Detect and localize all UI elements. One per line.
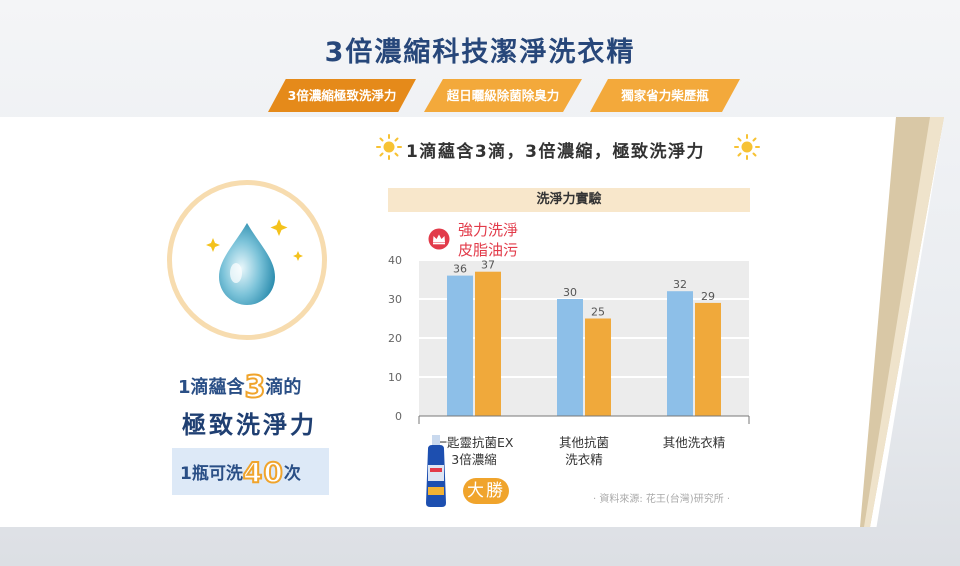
headline-text: 1滴蘊含3滴，3倍濃縮，極致洗淨力 — [406, 142, 705, 162]
tab-concentration[interactable]: 3倍濃縮極致洗淨力 — [268, 79, 416, 112]
bar-value-label: 32 — [673, 278, 687, 291]
bar — [695, 302, 721, 416]
y-axis-ticks: 0 10 20 30 40 — [388, 254, 402, 423]
category-label: 其他洗衣精 — [662, 435, 726, 450]
product-bottle-icon — [426, 435, 446, 507]
cleaning-power-heading: 極致洗淨力 — [182, 411, 317, 439]
y-tick-label: 30 — [388, 293, 402, 306]
crown-icon — [428, 228, 450, 250]
winner-note-line2: 皮脂油污 — [458, 241, 519, 259]
bar-value-label: 37 — [481, 259, 495, 272]
bar-value-label: 30 — [563, 286, 577, 299]
bar — [557, 299, 583, 416]
drop-claim-suffix: 滴的 — [265, 377, 302, 398]
category-label: 一匙靈抗菌EX 3倍濃縮 — [434, 435, 514, 467]
tab-bottle[interactable]: 獨家省力柴歷瓶 — [590, 79, 740, 112]
sun-icon — [376, 134, 402, 160]
page-title: 3倍濃縮科技潔淨洗衣精 — [324, 37, 636, 68]
tab-sterilization[interactable]: 超日曬級除菌除臭力 — [424, 79, 582, 112]
y-tick-label: 40 — [388, 254, 402, 267]
gridlines — [419, 259, 749, 378]
washes-suffix: 次 — [283, 464, 301, 484]
bar — [585, 318, 611, 416]
drop-claim: 1滴蘊含3滴的 — [178, 369, 302, 406]
washes-number: 40 — [242, 455, 284, 490]
bar-value-label: 29 — [701, 290, 715, 303]
category-label: 其他抗菌 洗衣精 — [558, 435, 609, 467]
chart-title: 洗淨力實驗 — [388, 188, 750, 212]
bar-value-label: 36 — [453, 263, 467, 276]
sun-icon — [734, 134, 760, 160]
y-tick-label: 10 — [388, 371, 402, 384]
data-source: · 資料來源: 花王(台灣)研究所 · — [593, 494, 731, 505]
washes-box — [172, 448, 329, 495]
winner-badge: 大勝 — [463, 478, 509, 504]
winner-note-line1: 強力洗淨 — [458, 221, 519, 239]
drop-claim-number: 3 — [244, 369, 267, 406]
bar — [447, 275, 473, 416]
y-tick-label: 20 — [388, 332, 402, 345]
bars: 36 37 30 25 32 29 — [447, 259, 721, 416]
washes-claim: 1瓶可洗40次 — [180, 455, 301, 490]
drop-badge — [167, 180, 327, 340]
drop-claim-prefix: 1滴蘊含 — [178, 377, 245, 398]
bar — [475, 271, 501, 416]
y-tick-label: 0 — [395, 410, 402, 423]
bar-value-label: 25 — [591, 306, 605, 319]
washes-prefix: 1瓶可洗 — [180, 464, 243, 484]
bar — [667, 291, 693, 416]
water-drop-icon — [206, 219, 303, 305]
